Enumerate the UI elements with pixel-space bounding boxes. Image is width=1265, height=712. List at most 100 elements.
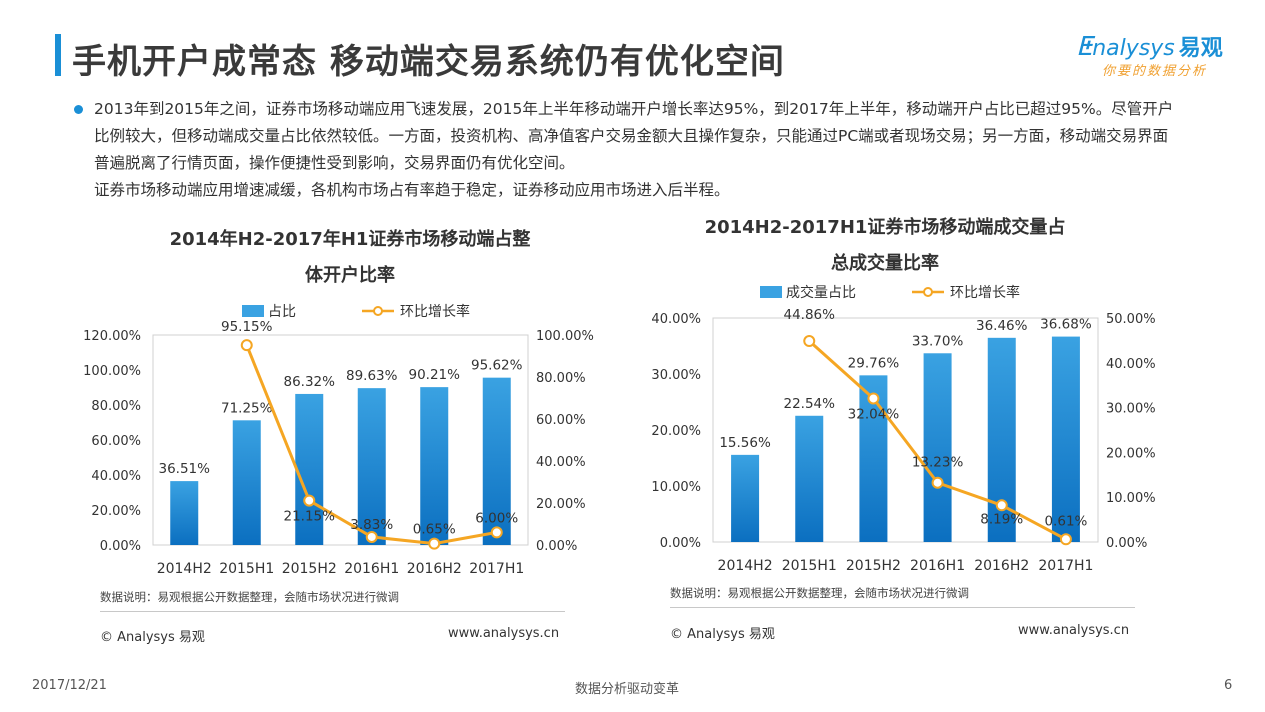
line-value-label: 0.61% <box>1044 513 1087 529</box>
line-value-label: 0.65% <box>413 522 456 538</box>
bar <box>923 353 952 542</box>
bar <box>1051 336 1080 542</box>
left-axis-tick: 120.00% <box>83 329 141 344</box>
category-tick-label: 2015H1 <box>219 561 274 577</box>
right-data-note: 数据说明：易观根据公开数据整理，会随市场状况进行微调 <box>670 586 969 600</box>
right-axis-tick: 0.00% <box>536 539 577 554</box>
left-chart-title: 2014年H2-2017年H1证券市场移动端占整 体开户比率 <box>100 222 600 294</box>
bar <box>170 481 199 545</box>
left-chart-title-line2: 体开户比率 <box>305 265 395 286</box>
logo-text: nalysys <box>1092 36 1175 61</box>
line-value-label: 3.83% <box>350 517 393 533</box>
left-divider <box>100 611 565 612</box>
right-axis-tick: 20.00% <box>1106 446 1156 461</box>
bar <box>232 420 261 545</box>
line-point <box>995 499 1008 512</box>
bar-value-label: 86.32% <box>284 374 336 390</box>
category-tick-label: 2014H2 <box>718 558 773 574</box>
legend-line-marker <box>923 287 933 297</box>
footer-center: 数据分析驱动变革 <box>575 682 680 697</box>
right-divider <box>670 607 1135 608</box>
right-copyright: © Analysys 易观 <box>670 627 775 642</box>
left-axis-tick: 60.00% <box>91 434 141 449</box>
right-axis-tick: 80.00% <box>536 371 586 386</box>
line-point <box>365 530 378 543</box>
plot-area-frame <box>712 317 1099 543</box>
page-title: 手机开户成常态 移动端交易系统仍有优化空间 <box>72 42 785 82</box>
bar-value-label: 29.76% <box>848 355 900 371</box>
category-tick-label: 2016H1 <box>910 558 965 574</box>
bar-value-label: 33.70% <box>912 333 964 349</box>
logo-wordmark: ⵟnalysys 易观 <box>1076 32 1223 62</box>
right-chart: 成交量占比 环比增长率 40.00% 30.00% 20.00% 10.00% 0.00% 5… <box>651 284 1156 574</box>
line-point <box>490 526 503 539</box>
category-tick-label: 2014H2 <box>157 561 212 577</box>
left-axis-tick: 20.00% <box>651 424 701 439</box>
line-point <box>1059 533 1072 546</box>
right-axis-tick: 20.00% <box>536 497 586 512</box>
left-axis-tick: 30.00% <box>651 368 701 383</box>
bullet-dot-icon <box>74 105 83 114</box>
bar-value-label: 36.68% <box>1040 317 1092 333</box>
category-tick-label: 2015H2 <box>846 558 901 574</box>
left-copyright: © Analysys 易观 <box>100 630 205 645</box>
bar <box>420 387 449 545</box>
left-axis-tick: 10.00% <box>651 480 701 495</box>
left-axis-tick: 40.00% <box>91 469 141 484</box>
left-axis-tick: 40.00% <box>651 312 701 327</box>
line-value-label: 21.15% <box>284 509 336 525</box>
right-axis-tick: 40.00% <box>536 455 586 470</box>
line-value-label: 8.19% <box>980 511 1023 527</box>
category-tick-label: 2016H2 <box>407 561 462 577</box>
bar-value-label: 71.25% <box>221 400 273 416</box>
right-axis-tick: 60.00% <box>536 413 586 428</box>
right-axis-tick: 0.00% <box>1106 536 1147 551</box>
bar-value-label: 36.51% <box>159 461 211 477</box>
line-value-label: 13.23% <box>912 455 964 471</box>
summary-line-1: 2013年到2015年之间，证券市场移动端应用飞速发展，2015年上半年移动端开… <box>94 100 1174 172</box>
right-chart-title: 2014H2-2017H1证券市场移动端成交量占 总成交量比率 <box>660 210 1110 282</box>
left-axis-tick: 80.00% <box>91 399 141 414</box>
left-data-note: 数据说明：易观根据公开数据整理，会随市场状况进行微调 <box>100 590 399 604</box>
category-tick-label: 2017H1 <box>469 561 524 577</box>
left-website: www.analysys.cn <box>448 626 560 641</box>
line-point <box>867 392 880 405</box>
bar <box>482 377 511 545</box>
line-value-label: 6.00% <box>475 510 518 526</box>
plot-area-frame <box>152 334 529 546</box>
title-accent-bar <box>55 34 61 76</box>
legend-bar-label: 成交量占比 <box>786 284 856 301</box>
line-point <box>931 476 944 489</box>
category-tick-label: 2017H1 <box>1038 558 1093 574</box>
line-value-label: 44.86% <box>784 307 836 323</box>
line-value-label: 32.04% <box>848 406 900 422</box>
line-value-label: 95.15% <box>221 319 273 335</box>
left-axis-tick: 0.00% <box>100 539 141 554</box>
line-point <box>240 339 253 352</box>
line-point <box>803 335 816 348</box>
footer-page-number: 6 <box>1224 678 1233 693</box>
legend-line-label: 环比增长率 <box>400 303 470 320</box>
analysys-logo: ⵟnalysys 易观 你要的数据分析 <box>1076 30 1241 80</box>
category-tick-label: 2015H2 <box>282 561 337 577</box>
bar-value-label: 36.46% <box>976 318 1028 334</box>
right-axis-tick: 40.00% <box>1106 357 1156 372</box>
legend-line-marker <box>373 306 383 316</box>
bar-value-label: 89.63% <box>346 368 398 384</box>
legend-line-label: 环比增长率 <box>950 284 1020 301</box>
left-axis-tick: 20.00% <box>91 504 141 519</box>
footer-date: 2017/12/21 <box>32 678 107 693</box>
bar-value-label: 15.56% <box>719 435 771 451</box>
right-chart-title-line1: 2014H2-2017H1证券市场移动端成交量占 <box>704 217 1066 238</box>
legend-bar-swatch <box>760 286 782 298</box>
bar-value-label: 95.62% <box>471 358 523 374</box>
left-axis-tick: 100.00% <box>83 364 141 379</box>
category-tick-label: 2015H1 <box>782 558 837 574</box>
left-axis-tick: 0.00% <box>660 536 701 551</box>
bar <box>731 454 760 542</box>
right-website: www.analysys.cn <box>1018 623 1130 638</box>
logo-slogan: 你要的数据分析 <box>1102 64 1208 79</box>
category-tick-label: 2016H2 <box>974 558 1029 574</box>
bar <box>295 393 324 545</box>
right-chart-title-line2: 总成交量比率 <box>831 253 939 274</box>
